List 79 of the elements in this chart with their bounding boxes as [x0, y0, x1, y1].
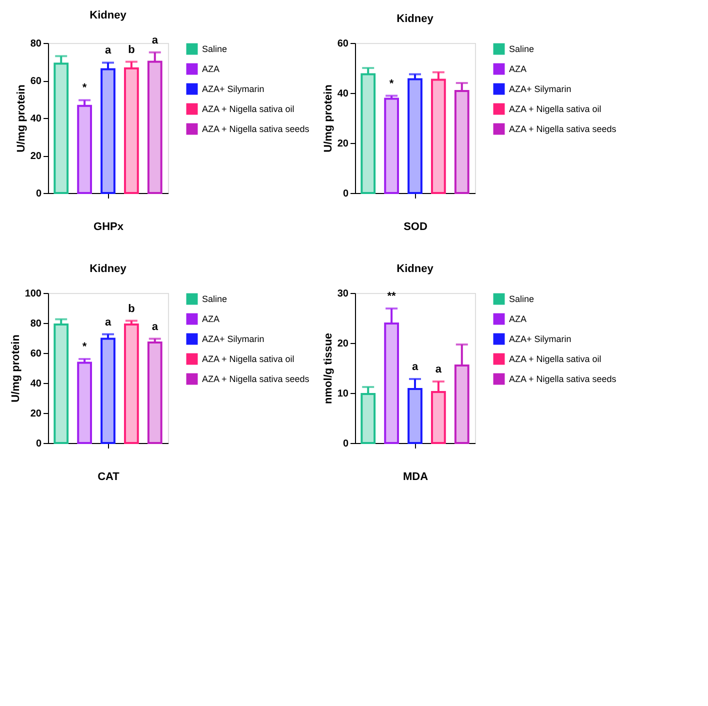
bar: [54, 324, 69, 444]
legend-label: AZA+ Silymarin: [202, 334, 264, 344]
legend-label: Saline: [202, 294, 228, 304]
bar: [454, 364, 470, 444]
bar: [408, 78, 422, 194]
bar: [77, 104, 92, 194]
y-tick-label: 0: [342, 188, 349, 200]
data-label: a: [104, 316, 112, 328]
y-axis-title: nmol/g tissue: [322, 333, 334, 404]
y-tick-label: 40: [30, 378, 42, 390]
data-label: b: [128, 302, 136, 315]
legend-label: AZA + Nigella sativa seeds: [202, 124, 310, 134]
y-tick-label: 0: [36, 438, 42, 450]
legend-label: AZA+ Silymarin: [202, 84, 264, 94]
y-tick-label: 20: [337, 338, 349, 350]
bar: [124, 67, 139, 194]
legend-label: AZA: [509, 64, 527, 74]
y-tick-label: 80: [30, 38, 42, 50]
x-axis-title: SOD: [404, 221, 428, 233]
legend-label: AZA + Nigella sativa seeds: [509, 124, 617, 134]
y-tick-label: 60: [30, 76, 42, 87]
y-tick-label: 100: [24, 288, 42, 300]
data-label: a: [412, 361, 419, 373]
data-label: a: [104, 44, 112, 57]
y-tick-label: 80: [30, 318, 42, 330]
x-axis-title: CAT: [98, 471, 120, 483]
y-tick-label: 10: [337, 388, 349, 400]
data-label: a: [152, 34, 159, 46]
y-tick-label: 20: [30, 408, 42, 420]
legend-label: AZA+ Silymarin: [509, 84, 572, 94]
chart-title: Kidney: [396, 13, 434, 25]
data-label: b: [128, 44, 136, 56]
bar: [147, 60, 162, 194]
legend-label: Saline: [509, 44, 534, 54]
data-label: *: [389, 78, 394, 90]
y-tick-label: 20: [30, 151, 42, 162]
legend-label: AZA + Nigella sativa seeds: [202, 374, 310, 384]
legend-label: AZA + Nigella sativa seeds: [509, 374, 617, 384]
legend-label: AZA: [202, 314, 220, 324]
data-label: a: [435, 364, 442, 376]
legend-label: AZA+ Silymarin: [509, 334, 572, 344]
chart-title: Kidney: [90, 263, 128, 275]
y-tick-label: 40: [337, 88, 349, 100]
bar: [360, 73, 376, 194]
bar: [430, 391, 446, 444]
y-tick-label: 60: [30, 348, 42, 360]
y-tick-label: 20: [337, 138, 349, 150]
legend-label: AZA: [509, 314, 527, 324]
legend-label: Saline: [202, 44, 228, 54]
y-tick-label: 40: [30, 114, 42, 124]
legend-label: AZA + Nigella sativa oil: [509, 104, 602, 114]
data-label: **: [387, 290, 397, 302]
y-tick-label: 0: [36, 188, 42, 200]
chart-title: Kidney: [396, 263, 434, 275]
legend-label: AZA + Nigella sativa oil: [509, 354, 602, 364]
data-label: *: [82, 341, 88, 353]
y-axis-title: U/mg protein: [322, 84, 334, 152]
x-axis-title: GHPx: [94, 221, 124, 233]
bar: [408, 388, 422, 444]
y-axis-title: U/mg protein: [15, 84, 28, 152]
y-tick-label: 60: [337, 38, 349, 50]
bar: [384, 322, 400, 444]
bar: [100, 338, 116, 444]
legend-label: AZA + Nigella sativa oil: [202, 104, 294, 114]
y-axis-title: U/mg protein: [10, 334, 22, 402]
bar: [54, 62, 69, 194]
legend-label: AZA: [202, 64, 220, 74]
bar: [454, 90, 470, 194]
legend-label: Saline: [509, 294, 534, 304]
y-tick-label: 0: [342, 438, 349, 450]
data-label: a: [152, 320, 159, 333]
data-label: *: [82, 82, 88, 94]
legend-label: AZA + Nigella sativa oil: [202, 354, 294, 364]
chart-title: Kidney: [90, 9, 128, 22]
bar: [100, 68, 116, 194]
x-axis-title: MDA: [402, 471, 428, 483]
y-tick-label: 30: [337, 288, 349, 300]
bar: [360, 393, 376, 444]
bar: [430, 78, 446, 194]
